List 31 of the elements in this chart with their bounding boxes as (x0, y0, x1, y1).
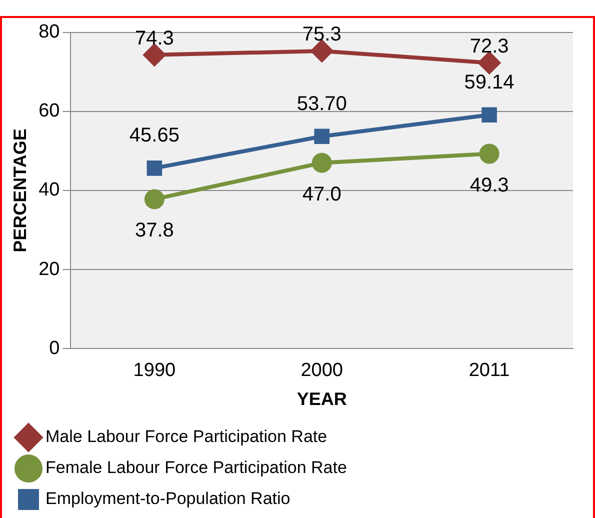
point (478, 52, 500, 74)
x-tick-label: 2011 (468, 360, 510, 382)
data-label: 53.70 (296, 92, 347, 115)
x-tick-label: 2000 (300, 360, 344, 382)
point (144, 189, 164, 210)
point (482, 107, 497, 123)
data-label: 59.14 (464, 71, 514, 94)
y-tick-label: 60 (38, 100, 60, 122)
y-tick-label: 20 (38, 258, 60, 280)
point (312, 152, 332, 173)
y-tick-label: 80 (38, 22, 60, 43)
data-label: 75.3 (302, 23, 342, 46)
y-tick-label: 40 (38, 180, 60, 201)
x-axis-title: YEAR (296, 389, 347, 410)
point (479, 144, 500, 164)
legend-label: Female Labour Force Participation Rate (46, 458, 347, 478)
point (310, 40, 333, 62)
point (143, 44, 166, 66)
y-tick-label: 0 (49, 338, 60, 359)
legend-label: Male Labour Force Participation Rate (46, 427, 328, 446)
x-tick-label: 1990 (133, 360, 176, 382)
y-axis-title: PERCENTAGE (10, 128, 30, 252)
data-label: 45.65 (129, 124, 180, 147)
point (146, 160, 162, 176)
data-label: 47.0 (302, 183, 342, 206)
data-label: 74.3 (134, 27, 174, 50)
point (314, 128, 330, 144)
data-label: 72.3 (470, 35, 509, 58)
data-label: 37.8 (134, 220, 174, 242)
data-label: 49.3 (470, 174, 509, 196)
legend-label: Employment-to-Population Ratio (46, 489, 290, 508)
